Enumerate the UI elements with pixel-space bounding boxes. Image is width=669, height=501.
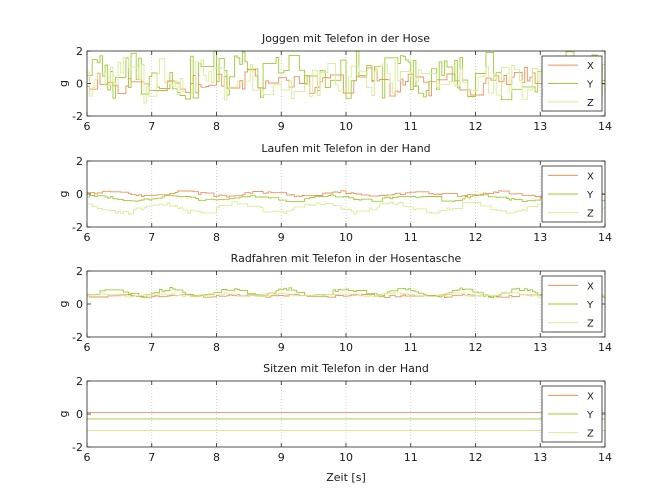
legend-label-x: X — [587, 281, 594, 292]
legend-label-y: Y — [586, 300, 594, 311]
y-tick-label: -2 — [72, 331, 83, 344]
y-tick-label: -2 — [72, 221, 83, 234]
x-tick-label: 7 — [148, 120, 155, 133]
x-tick-label: 6 — [84, 231, 91, 244]
x-tick-label: 13 — [533, 341, 547, 354]
x-tick-label: 13 — [533, 120, 547, 133]
y-tick-label: 0 — [76, 78, 83, 91]
x-tick-label: 13 — [533, 451, 547, 464]
x-tick-label: 13 — [533, 231, 547, 244]
x-tick-label: 6 — [84, 341, 91, 354]
panel-4: 6 7 8 9 10 11 12 13 14 -2 0 2 Sitzen mit Telefon in … — [57, 362, 612, 484]
series-line-y — [87, 194, 606, 202]
legend-label-y: Y — [586, 410, 594, 421]
legend-label-x: X — [587, 391, 594, 402]
legend-label-x: X — [587, 61, 594, 72]
y-axis-label: g — [57, 301, 70, 308]
chart-title: Sitzen mit Telefon in der Hand — [263, 362, 429, 375]
y-tick-label: 0 — [76, 408, 83, 421]
legend-label-z: Z — [587, 429, 594, 440]
legend-label-x: X — [587, 171, 594, 182]
x-tick-label: 10 — [339, 120, 353, 133]
series-line-y — [87, 50, 606, 101]
legend: XYZ — [541, 55, 603, 112]
panel-3: 6 7 8 9 10 11 12 13 14 -2 0 2 Radfahren mit Telefon … — [57, 252, 612, 354]
legend-label-z: Z — [587, 98, 594, 109]
chart-title: Joggen mit Telefon in der Hose — [261, 32, 430, 45]
y-axis-label: g — [57, 411, 70, 418]
x-tick-label: 10 — [339, 451, 353, 464]
legend: XYZ — [541, 275, 603, 333]
x-tick-label: 6 — [84, 120, 91, 133]
x-tick-label: 12 — [469, 341, 483, 354]
series-line-z — [87, 292, 606, 298]
x-tick-label: 8 — [213, 120, 220, 133]
chart-title: Radfahren mit Telefon in der Hosentasche — [231, 252, 462, 265]
x-tick-label: 14 — [598, 231, 612, 244]
y-tick-label: 0 — [76, 188, 83, 201]
chart-title: Laufen mit Telefon in der Hand — [261, 142, 430, 155]
x-tick-label: 9 — [278, 451, 285, 464]
x-axis-label: Zeit [s] — [326, 471, 365, 484]
series-line-y — [87, 287, 606, 298]
legend-label-z: Z — [587, 209, 594, 220]
x-tick-label: 6 — [84, 451, 91, 464]
x-tick-label: 9 — [278, 341, 285, 354]
y-tick-label: 0 — [76, 298, 83, 311]
x-tick-label: 11 — [404, 231, 418, 244]
y-tick-label: 2 — [76, 155, 83, 168]
y-tick-label: 2 — [76, 45, 83, 58]
series-line-z — [87, 57, 606, 104]
legend-label-y: Y — [586, 190, 594, 201]
y-tick-label: 2 — [76, 375, 83, 388]
x-tick-label: 11 — [404, 120, 418, 133]
x-tick-label: 8 — [213, 451, 220, 464]
legend-label-z: Z — [587, 319, 594, 330]
x-tick-label: 12 — [469, 231, 483, 244]
x-tick-label: 7 — [148, 231, 155, 244]
x-tick-label: 9 — [278, 120, 285, 133]
x-tick-label: 9 — [278, 231, 285, 244]
x-tick-label: 12 — [469, 451, 483, 464]
y-tick-label: -2 — [72, 441, 83, 454]
x-tick-label: 14 — [598, 120, 612, 133]
x-tick-label: 8 — [213, 341, 220, 354]
legend-label-y: Y — [586, 80, 594, 91]
y-axis-label: g — [57, 191, 70, 198]
x-tick-label: 14 — [598, 451, 612, 464]
x-tick-label: 8 — [213, 231, 220, 244]
x-tick-label: 12 — [469, 120, 483, 133]
x-tick-label: 7 — [148, 341, 155, 354]
x-tick-label: 11 — [404, 451, 418, 464]
x-tick-label: 10 — [339, 341, 353, 354]
series-line-x — [87, 190, 605, 198]
x-tick-label: 7 — [148, 451, 155, 464]
legend: XYZ — [541, 165, 603, 223]
x-tick-label: 10 — [339, 231, 353, 244]
y-axis-label: g — [57, 80, 70, 87]
series-line-z — [87, 201, 605, 215]
y-tick-label: -2 — [72, 110, 83, 123]
x-tick-label: 14 — [598, 341, 612, 354]
y-tick-label: 2 — [76, 265, 83, 278]
panel-1: 6 7 8 9 10 11 12 13 14 -2 0 2 Joggen mit Telefon in … — [57, 32, 612, 133]
panel-2: 6 7 8 9 10 11 12 13 14 -2 0 2 Laufen mit Telefon in … — [57, 142, 612, 244]
x-tick-label: 11 — [404, 341, 418, 354]
legend: XYZ — [541, 385, 603, 443]
